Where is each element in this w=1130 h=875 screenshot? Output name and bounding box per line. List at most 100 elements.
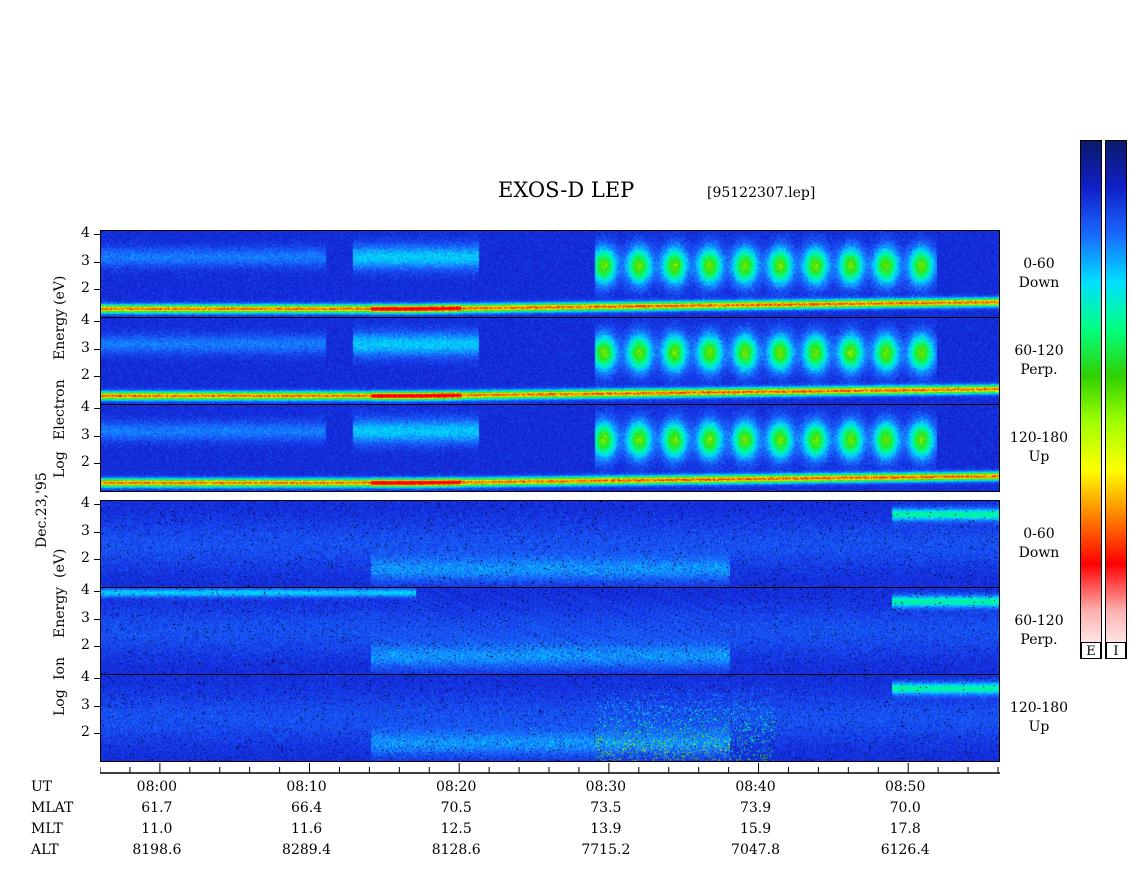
y-tick-label: 3 (81, 696, 90, 713)
electron-frame (100, 230, 1000, 492)
x-tick-mlt: 12.5 (440, 821, 472, 837)
x-tick-mlat: 70.5 (440, 800, 472, 816)
x-tick-ut: 08:50 (885, 779, 926, 795)
y-tick-label: 4 (81, 668, 90, 685)
y-tick-mark (94, 705, 100, 707)
ion-colorbar (1105, 140, 1127, 659)
y-tick-mark (94, 233, 100, 235)
panel-label-direction: Down (1018, 545, 1060, 561)
x-tick-alt: 8289.4 (282, 842, 332, 858)
ion-ylabel-energy: Energy (52, 586, 68, 638)
electron-ylabel-unit: (eV) (52, 275, 68, 305)
colorbar-label-e: E (1081, 642, 1101, 659)
panel-label-direction: Up (1028, 719, 1050, 735)
y-tick-label: 4 (81, 581, 90, 598)
spectrogram-panel-electron-2 (101, 405, 999, 491)
y-tick-mark (94, 376, 100, 378)
y-tick-label: 4 (81, 494, 90, 511)
x-axis (100, 763, 1000, 774)
y-tick-label: 2 (81, 550, 90, 567)
spectrogram-canvas (101, 501, 999, 587)
panel-label-ion-1: 60-120 Perp. (1004, 612, 1074, 650)
panel-label-direction: Up (1028, 449, 1050, 465)
ion-ylabel-log: Log (52, 689, 68, 716)
spectrogram-panel-electron-1 (101, 318, 999, 404)
y-tick-mark (94, 463, 100, 465)
y-tick-mark (94, 559, 100, 561)
x-row-label-mlat: MLAT (31, 800, 74, 816)
y-tick-label: 4 (81, 311, 90, 328)
panel-label-direction: Perp. (1020, 362, 1058, 378)
y-tick-mark (94, 407, 100, 409)
x-row-label-ut: UT (31, 779, 53, 795)
x-row-label-mlt: MLT (31, 821, 63, 837)
electron-ylabel-electron: Electron (52, 379, 68, 440)
panel-label-electron-2: 120-180 Up (1004, 429, 1074, 467)
panel-label-range: 60-120 (1014, 343, 1064, 359)
y-tick-label: 3 (81, 426, 90, 443)
y-tick-mark (94, 320, 100, 322)
spectrogram-canvas (101, 675, 999, 761)
y-tick-mark (94, 348, 100, 350)
y-tick-label: 2 (81, 637, 90, 654)
panel-label-ion-0: 0-60 Down (1004, 525, 1074, 563)
spectrogram-panel-electron-0 (101, 231, 999, 317)
panel-separator (100, 404, 1000, 405)
spectrogram-canvas (101, 318, 999, 404)
panel-label-electron-0: 0-60 Down (1004, 255, 1074, 293)
date-label: Dec.23,'95 (34, 472, 50, 548)
electron-colorbar (1080, 140, 1102, 659)
ion-ylabel-ion: Ion (52, 657, 68, 680)
spectrogram-canvas (101, 405, 999, 491)
spectrogram-canvas (101, 588, 999, 674)
y-tick-mark (94, 289, 100, 291)
y-tick-label: 3 (81, 252, 90, 269)
panel-label-range: 60-120 (1014, 613, 1064, 629)
y-tick-label: 2 (81, 454, 90, 471)
y-tick-mark (94, 677, 100, 679)
x-tick-mlat: 66.4 (290, 800, 323, 816)
spectrogram-panel-ion-0 (101, 501, 999, 587)
x-tick-ut: 08:10 (286, 779, 327, 795)
y-tick-mark (94, 733, 100, 735)
panel-separator (100, 587, 1000, 588)
panel-label-direction: Down (1018, 275, 1060, 291)
y-tick-label: 2 (81, 724, 90, 741)
x-tick-alt: 8198.6 (132, 842, 182, 858)
y-tick-mark (94, 618, 100, 620)
y-tick-label: 2 (81, 280, 90, 297)
x-tick-ut: 08:40 (735, 779, 776, 795)
y-tick-mark (94, 646, 100, 648)
x-tick-mlt: 13.9 (590, 821, 622, 837)
x-tick-mlat: 73.5 (590, 800, 622, 816)
electron-ylabel-energy: Energy (52, 308, 68, 360)
y-tick-label: 3 (81, 522, 90, 539)
y-tick-label: 4 (81, 398, 90, 415)
x-tick-mlt: 11.6 (290, 821, 323, 837)
x-tick-mlat: 73.9 (739, 800, 772, 816)
x-tick-alt: 8128.6 (431, 842, 481, 858)
x-tick-mlt: 11.0 (141, 821, 173, 837)
x-tick-mlt: 17.8 (889, 821, 921, 837)
ion-ylabel-unit: (eV) (52, 548, 68, 578)
x-tick-mlt: 15.9 (739, 821, 772, 837)
panel-separator (100, 317, 1000, 318)
y-tick-label: 3 (81, 609, 90, 626)
x-tick-mlat: 70.0 (889, 800, 921, 816)
panel-label-electron-1: 60-120 Perp. (1004, 342, 1074, 380)
x-tick-alt: 7715.2 (581, 842, 631, 858)
y-tick-mark (94, 590, 100, 592)
y-tick-mark (94, 435, 100, 437)
y-tick-label: 3 (81, 339, 90, 356)
panel-label-range: 120-180 (1009, 700, 1069, 716)
panel-separator (100, 674, 1000, 675)
panel-label-range: 0-60 (1023, 256, 1055, 272)
electron-ylabel-log: Log (52, 451, 68, 478)
x-row-label-alt: ALT (31, 842, 59, 858)
x-tick-ut: 08:00 (136, 779, 178, 795)
y-tick-label: 2 (81, 367, 90, 384)
file-id: [95122307.lep] (707, 185, 816, 201)
x-tick-alt: 7047.8 (731, 842, 781, 858)
spectrogram-panel-ion-2 (101, 675, 999, 761)
x-tick-alt: 6126.4 (880, 842, 930, 858)
